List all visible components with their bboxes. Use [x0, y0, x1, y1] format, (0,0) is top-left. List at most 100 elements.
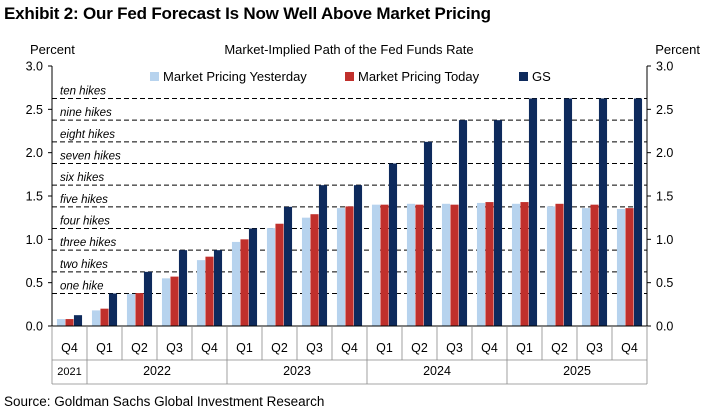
- hike-label: eight hikes: [60, 129, 115, 141]
- hike-label: one hike: [60, 281, 103, 293]
- bar: [318, 185, 328, 326]
- bar: [625, 208, 634, 326]
- x-tick-label: Q1: [96, 341, 113, 355]
- bar: [73, 315, 83, 326]
- hike-label: three hikes: [60, 237, 117, 249]
- legend-swatch: [150, 72, 159, 81]
- hike-label: six hikes: [60, 172, 104, 184]
- bar: [563, 98, 573, 326]
- bar: [485, 202, 494, 326]
- bar: [441, 203, 451, 326]
- y-tick-label-left: 0.0: [26, 320, 43, 334]
- bar: [135, 293, 144, 326]
- y-tick-label-right: 0.0: [656, 320, 673, 334]
- x-tick-label: Q2: [411, 341, 428, 355]
- bar: [528, 98, 538, 326]
- x-tick-label: Q3: [586, 341, 603, 355]
- bar: [205, 256, 214, 326]
- bar: [345, 206, 354, 326]
- bar: [196, 260, 206, 326]
- bar: [546, 206, 556, 326]
- legend-swatch: [519, 72, 528, 81]
- bars: [56, 98, 643, 326]
- x-tick-label: Q1: [236, 341, 253, 355]
- y-axis-title-left: Percent: [30, 42, 75, 57]
- y-tick-label-left: 2.0: [26, 146, 43, 160]
- bar: [476, 202, 486, 326]
- bar: [458, 120, 468, 326]
- legend-label: Market Pricing Yesterday: [163, 69, 307, 84]
- bar: [598, 98, 608, 326]
- y-tick-label-left: 1.5: [26, 190, 43, 204]
- y-tick-label-right: 0.5: [656, 276, 673, 290]
- bar: [56, 319, 66, 326]
- x-tick-label: Q4: [481, 341, 498, 355]
- y-tick-label-right: 2.0: [656, 146, 673, 160]
- bar: [406, 203, 416, 326]
- bar: [170, 276, 179, 326]
- bar: [511, 203, 521, 326]
- y-tick-label-right: 1.5: [656, 190, 673, 204]
- bar: [178, 250, 188, 326]
- bar: [108, 293, 118, 326]
- bar: [126, 293, 136, 326]
- hike-label: five hikes: [60, 194, 108, 206]
- x-tick-label: Q4: [341, 341, 358, 355]
- hike-label: ten hikes: [60, 86, 106, 98]
- year-label: 2025: [563, 364, 591, 378]
- y-tick-label-right: 1.0: [656, 233, 673, 247]
- bar: [266, 228, 276, 326]
- hike-label: two hikes: [60, 259, 108, 271]
- bar: [590, 204, 599, 326]
- bar: [555, 203, 564, 326]
- bar: [240, 239, 249, 326]
- x-tick-label: Q1: [376, 341, 393, 355]
- bar: [388, 163, 398, 326]
- x-tick-label: Q4: [61, 341, 78, 355]
- bar: [143, 271, 153, 326]
- bar: [616, 209, 626, 326]
- source-note: Source: Goldman Sachs Global Investment …: [4, 394, 325, 409]
- x-tick-label: Q3: [306, 341, 323, 355]
- bar: [353, 185, 363, 326]
- bar: [371, 204, 381, 326]
- bar: [161, 278, 171, 326]
- bar: [633, 98, 643, 326]
- y-tick-label-left: 2.5: [26, 103, 43, 117]
- bar: [493, 120, 503, 326]
- bar: [520, 202, 529, 326]
- x-tick-label: Q4: [621, 341, 638, 355]
- chart-title: Market-Implied Path of the Fed Funds Rat…: [224, 42, 473, 57]
- x-tick-label: Q3: [166, 341, 183, 355]
- x-tick-label: Q2: [131, 341, 148, 355]
- y-axis-title-right: Percent: [655, 42, 700, 57]
- exhibit-title: Exhibit 2: Our Fed Forecast Is Now Well …: [4, 4, 491, 23]
- bar: [275, 223, 284, 326]
- bar: [213, 250, 223, 326]
- y-tick-label-left: 3.0: [26, 60, 43, 74]
- y-tick-label-left: 1.0: [26, 233, 43, 247]
- hike-label: nine hikes: [60, 107, 112, 119]
- bar: [336, 208, 346, 326]
- bar: [310, 214, 319, 326]
- labels: one hike two hikes three hikes four hikes fi…: [26, 42, 701, 378]
- bar: [248, 228, 258, 326]
- axes: [48, 65, 651, 385]
- bar: [283, 206, 293, 326]
- y-tick-label-right: 3.0: [656, 60, 673, 74]
- y-tick-label-right: 2.5: [656, 103, 673, 117]
- legend-label: Market Pricing Today: [358, 69, 480, 84]
- x-tick-label: Q4: [201, 341, 218, 355]
- bar: [415, 204, 424, 326]
- legend-label: GS: [532, 69, 551, 84]
- legend-swatch: [345, 72, 354, 81]
- x-tick-label: Q2: [551, 341, 568, 355]
- bar: [231, 241, 241, 326]
- bar: [65, 319, 74, 326]
- y-tick-label-left: 0.5: [26, 276, 43, 290]
- x-tick-label: Q3: [446, 341, 463, 355]
- bar: [100, 308, 109, 326]
- bar: [91, 310, 101, 326]
- x-tick-label: Q2: [271, 341, 288, 355]
